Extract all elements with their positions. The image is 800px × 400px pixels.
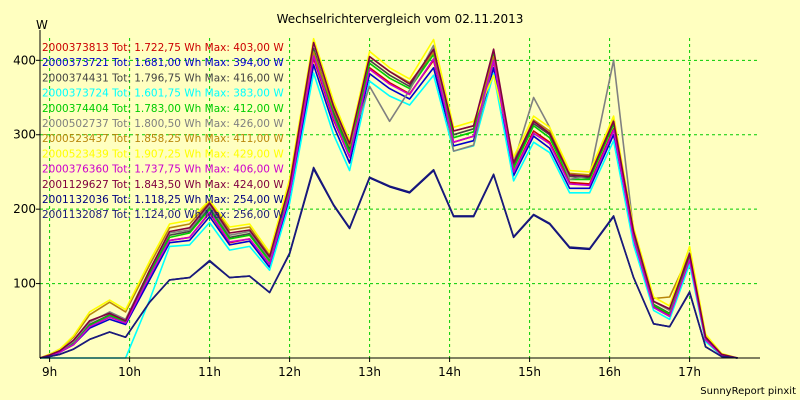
legend-entry-2: 2000373721 Tot: 1.681,00 Wh Max: 394,00 … — [42, 57, 284, 69]
x-tick-label: 12h — [278, 365, 301, 379]
x-tick-label: 9h — [42, 365, 57, 379]
legend-entry-12: 2001132087 Tot: 1.124,00 Wh Max: 256,00 … — [42, 209, 284, 221]
plot-area — [40, 38, 760, 358]
legend-entry-1: 2000373813 Tot: 1.722,75 Wh Max: 403,00 … — [42, 42, 284, 54]
x-tick-label: 13h — [358, 365, 381, 379]
series-line-9 — [39, 55, 738, 359]
legend-entry-7: 2000523437 Tot: 1.858,25 Wh Max: 411,00 … — [42, 133, 284, 145]
x-tick-label: 17h — [678, 365, 701, 379]
legend-entry-6: 2000502737 Tot: 1.800,50 Wh Max: 426,00 … — [42, 118, 284, 130]
x-tick-label: 14h — [438, 365, 461, 379]
y-axis-unit-label: W — [36, 18, 48, 32]
y-tick-label: 400 — [13, 53, 36, 67]
legend-entry-5: 2000374404 Tot: 1.783,00 Wh Max: 412,00 … — [42, 103, 284, 115]
legend-entry-4: 2000373724 Tot: 1.601,75 Wh Max: 383,00 … — [42, 88, 284, 100]
y-tick-label: 100 — [13, 277, 36, 291]
x-tick-label: 10h — [118, 365, 141, 379]
legend-entry-3: 2000374431 Tot: 1.796,75 Wh Max: 416,00 … — [42, 72, 284, 84]
series-line-4 — [40, 72, 738, 359]
legend-entry-10: 2001129627 Tot: 1.843,50 Wh Max: 424,00 … — [42, 179, 284, 191]
footer-credit: SunnyReport pinxit — [700, 386, 796, 397]
x-tick-label: 15h — [518, 365, 541, 379]
legend-entry-8: 2000523439 Tot: 1.907,25 Wh Max: 429,00 … — [42, 148, 284, 160]
series-line-12 — [39, 166, 738, 359]
y-tick-label: 200 — [13, 202, 36, 216]
series-line-10 — [39, 41, 738, 359]
x-tick-label: 16h — [598, 365, 621, 379]
x-tick-label: 11h — [198, 365, 221, 379]
legend-entry-11: 2001132036 Tot: 1.118,25 Wh Max: 254,00 … — [42, 194, 284, 206]
legend-entry-9: 2000376360 Tot: 1.737,75 Wh Max: 406,00 … — [42, 164, 284, 176]
chart-title: Wechselrichtervergleich vom 02.11.2013 — [277, 12, 524, 26]
y-tick-label: 300 — [13, 128, 36, 142]
